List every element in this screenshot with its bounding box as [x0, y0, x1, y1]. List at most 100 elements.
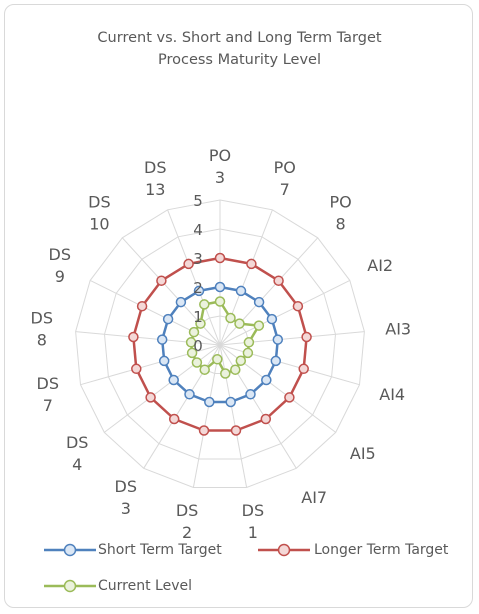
data-point: [246, 258, 257, 270]
data-point: [261, 374, 272, 386]
radial-tick-label: 5: [193, 192, 203, 210]
category-label: DS: [144, 158, 166, 177]
grid-spoke: [219, 279, 351, 346]
data-point: [193, 285, 205, 297]
data-point: [273, 275, 284, 286]
category-label: DS: [49, 245, 71, 264]
category-label: PO: [329, 193, 351, 212]
data-point: [298, 363, 309, 375]
radial-tick-label: 0: [193, 337, 203, 355]
radial-tick-label: 1: [193, 308, 203, 326]
data-point: [186, 347, 198, 359]
data-point: [214, 252, 226, 264]
data-point: [272, 334, 284, 345]
category-label: 7: [280, 180, 290, 199]
legend-swatch-current: [44, 579, 96, 593]
category-label: 10: [89, 215, 109, 234]
data-point: [230, 425, 242, 436]
legend-swatch-short-term: [44, 543, 96, 557]
data-point: [225, 396, 236, 408]
grid-spoke: [192, 344, 221, 488]
data-point: [158, 355, 170, 367]
data-point: [270, 355, 282, 367]
data-point: [260, 413, 272, 425]
data-point: [242, 347, 254, 359]
data-point: [175, 296, 187, 308]
legend-label-short-term: Short Term Target: [98, 542, 222, 558]
data-point: [212, 354, 223, 365]
category-label: DS: [37, 374, 59, 393]
category-label: AI5: [350, 444, 376, 463]
radial-tick-label: 3: [193, 250, 203, 268]
data-point: [266, 313, 278, 325]
legend-item-longer-term: Longer Term Target: [256, 540, 476, 560]
grid-ring-5: [75, 199, 365, 488]
category-label: 3: [215, 168, 225, 187]
category-label: 1: [248, 523, 258, 542]
data-point: [195, 318, 206, 329]
data-point: [235, 355, 247, 366]
category-label: 8: [37, 331, 47, 350]
data-point: [136, 300, 148, 312]
data-point: [162, 313, 174, 325]
data-point: [156, 275, 167, 286]
legend-item-current: Current Level: [42, 576, 242, 596]
chart-title-line-1: Current vs. Short and Long Term Target: [97, 30, 382, 46]
category-label: 9: [55, 267, 65, 286]
category-label: AI7: [301, 488, 327, 507]
grid-spoke: [219, 331, 365, 346]
data-point: [199, 299, 210, 310]
data-point: [131, 363, 142, 375]
chart-frame: [4, 4, 473, 608]
data-point: [214, 281, 226, 293]
legend-label-longer-term: Longer Term Target: [314, 542, 449, 558]
grid-ring-4: [103, 228, 337, 460]
category-label: 8: [336, 215, 346, 234]
category-label: PO: [209, 146, 231, 165]
legend-item-short-term: Short Term Target: [42, 540, 242, 560]
data-point: [253, 320, 265, 331]
category-label: DS: [176, 501, 198, 520]
category-label: 13: [145, 180, 165, 199]
data-point: [128, 331, 139, 343]
category-label: AI3: [385, 320, 411, 339]
data-point: [204, 396, 215, 408]
data-point: [145, 392, 156, 403]
data-point: [185, 337, 197, 348]
data-point: [168, 374, 179, 386]
data-point: [156, 334, 168, 345]
data-point: [214, 296, 226, 307]
data-point: [191, 357, 203, 368]
category-label: DS: [115, 477, 137, 496]
category-label: DS: [88, 193, 110, 212]
category-label: PO: [274, 158, 296, 177]
data-point: [168, 413, 180, 425]
data-point: [188, 326, 200, 338]
data-point: [243, 337, 255, 348]
data-point: [230, 364, 241, 375]
category-label: AI2: [367, 256, 393, 275]
radial-tick-label: 2: [193, 279, 203, 297]
category-label: 4: [72, 455, 82, 474]
series-line-1: [132, 256, 308, 432]
data-point: [292, 300, 304, 312]
data-point: [183, 258, 194, 270]
category-label: 7: [43, 396, 53, 415]
chart-title-line-2: Process Maturity Level: [157, 52, 322, 68]
radial-tick-label: 4: [193, 221, 203, 239]
category-label: AI4: [379, 385, 405, 404]
data-point: [284, 392, 295, 403]
data-point: [225, 312, 236, 324]
data-point: [301, 331, 312, 343]
data-point: [245, 389, 256, 400]
data-point: [235, 285, 247, 297]
category-label: DS: [66, 433, 88, 452]
data-point: [184, 389, 195, 400]
data-point: [234, 318, 245, 329]
data-point: [220, 368, 231, 379]
category-label: 3: [121, 499, 131, 518]
data-point: [198, 425, 210, 436]
grid-spoke: [167, 209, 221, 346]
legend-label-current: Current Level: [98, 578, 192, 594]
data-point: [253, 296, 265, 308]
